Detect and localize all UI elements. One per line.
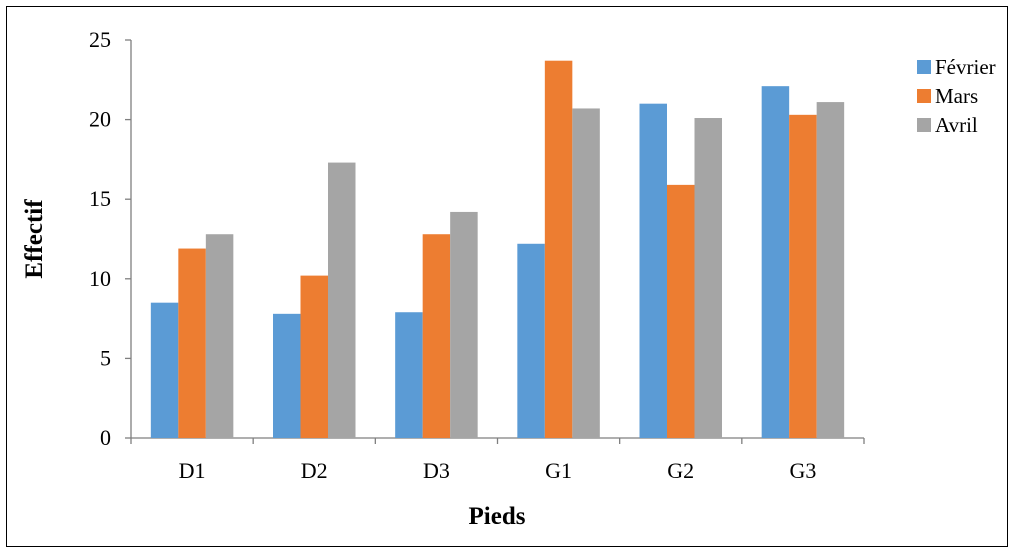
legend-label: Mars [935, 84, 978, 108]
bar [300, 275, 328, 438]
axes [130, 40, 864, 439]
legend-label: Février [935, 55, 996, 79]
bar [273, 313, 301, 438]
bar [178, 248, 206, 438]
y-tick-label: 20 [89, 107, 111, 132]
bar [667, 184, 695, 438]
x-tick-label: D2 [301, 458, 328, 483]
x-tick-label: G3 [789, 458, 816, 483]
bar [517, 243, 545, 438]
x-tick-label: G2 [667, 458, 694, 483]
bar [572, 108, 600, 439]
bar [789, 114, 817, 438]
x-tick-label: G1 [545, 458, 572, 483]
bar [761, 86, 790, 438]
y-tick-label: 10 [89, 266, 111, 291]
legend-swatch [917, 60, 931, 74]
y-axis-title: Effectif [21, 199, 48, 279]
x-axis-title: Pieds [469, 503, 526, 530]
chart-frame [6, 6, 1008, 547]
bar [395, 312, 423, 438]
bars [150, 60, 845, 439]
bar [694, 118, 722, 439]
bar [205, 234, 234, 438]
bar [150, 302, 179, 438]
bar [639, 103, 667, 439]
y-tick-label: 0 [100, 425, 111, 450]
y-tick-label: 15 [89, 186, 111, 211]
bar [328, 162, 356, 439]
legend-swatch [917, 89, 931, 103]
legend-swatch [917, 118, 931, 132]
bar [816, 102, 845, 438]
x-tick-label: D1 [179, 458, 206, 483]
y-tick-label: 5 [100, 345, 111, 370]
x-ticks: D1 D2 D3 G1 G2 G3 [130, 438, 865, 483]
bar [450, 211, 478, 438]
y-tick-label: 25 [89, 27, 111, 52]
bar [544, 60, 573, 439]
legend-label: Avril [935, 113, 978, 137]
y-ticks: 0 5 10 15 20 25 [89, 27, 131, 450]
bar [422, 234, 451, 438]
legend: Février Mars Avril [917, 55, 996, 137]
x-tick-label: D3 [423, 458, 450, 483]
